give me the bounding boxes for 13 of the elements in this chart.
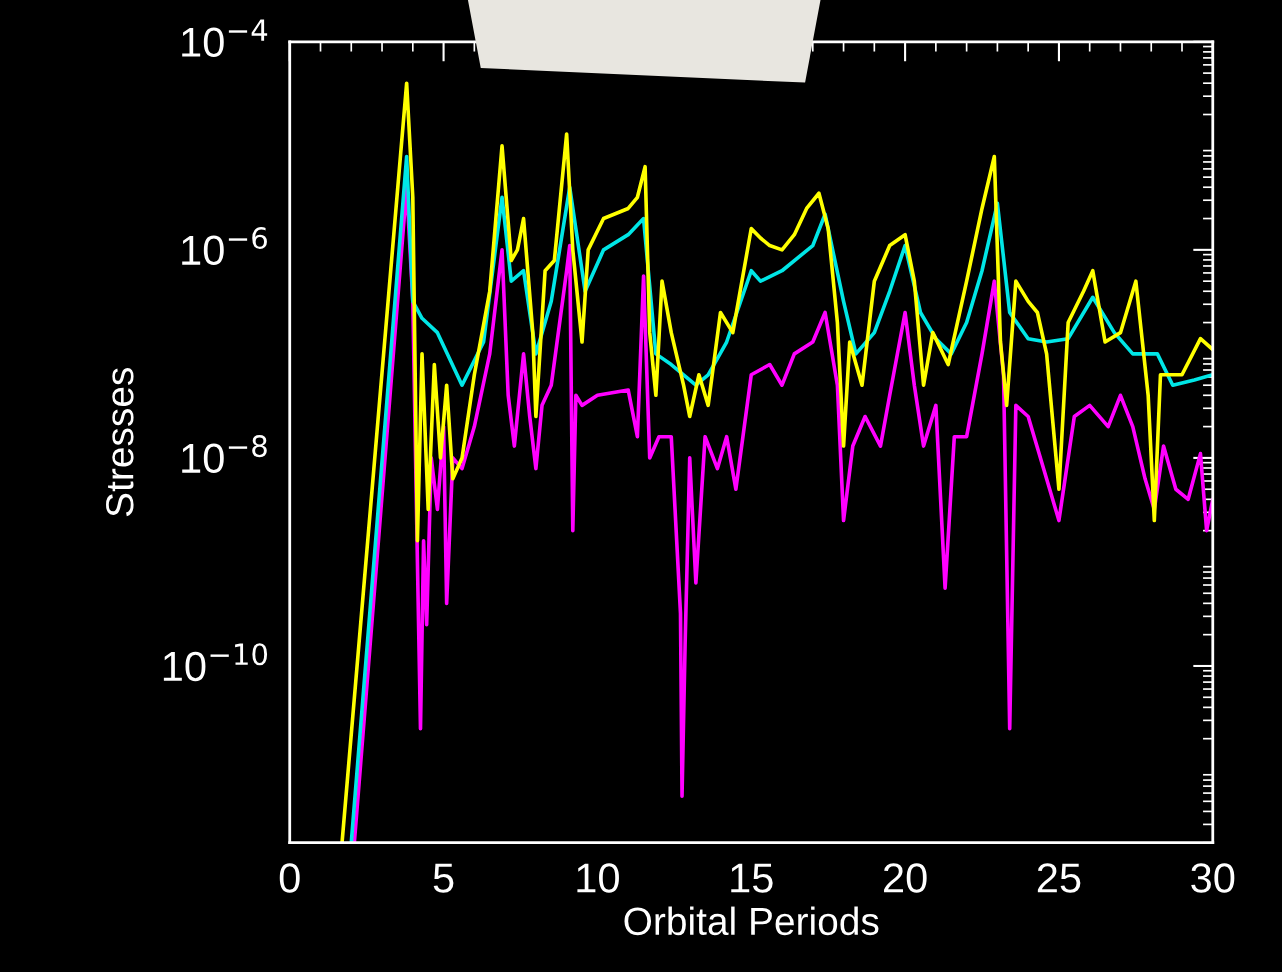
x-tick-label: 10 bbox=[577, 863, 619, 893]
x-tick-label: 30 bbox=[1191, 863, 1235, 893]
y-axis-title: Stresses bbox=[106, 368, 134, 517]
x-tick-label: 5 bbox=[433, 863, 454, 893]
x-tick-label: 15 bbox=[731, 863, 773, 893]
x-axis-title: Orbital Periods bbox=[624, 906, 879, 936]
y-tick-label: 10$^{−4}$ bbox=[182, 19, 268, 58]
x-tick-label: 25 bbox=[1037, 863, 1081, 893]
y-tick-label: 10$^{−10}$ bbox=[163, 643, 268, 682]
x-tick-label: 20 bbox=[884, 863, 927, 893]
y-tick-label: 10$^{−8}$ bbox=[182, 435, 267, 474]
x-tick-label: 0 bbox=[279, 863, 300, 893]
y-tick-label: 10$^{−6}$ bbox=[182, 227, 267, 266]
